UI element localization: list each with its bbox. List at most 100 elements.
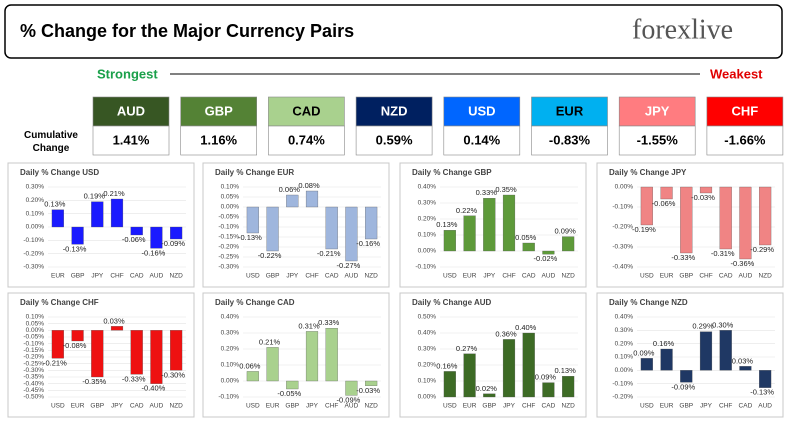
x-tick-label: GBP [482, 403, 496, 410]
x-tick-label: NZD [561, 273, 575, 280]
bar [91, 330, 104, 378]
value-label: 0.16% [653, 339, 675, 348]
value-label: 0.03% [103, 316, 125, 325]
y-tick-label: 0.10% [418, 232, 437, 239]
value-label: -0.33% [671, 253, 695, 262]
x-tick-label: EUR [51, 273, 65, 280]
chart-title: Daily % Change USD [20, 168, 99, 177]
y-tick-label: -0.40% [23, 380, 44, 387]
x-tick-label: JPY [503, 403, 516, 410]
cumulative-change: -0.83% [549, 132, 591, 147]
bar [680, 186, 693, 254]
value-label: 0.06% [239, 361, 261, 370]
currency-name: AUD [117, 103, 145, 118]
value-label: 0.30% [712, 320, 734, 329]
y-tick-label: -0.10% [218, 394, 239, 401]
bar [110, 326, 124, 331]
value-label: -0.35% [82, 377, 106, 386]
y-tick-label: 0.10% [26, 314, 45, 321]
x-tick-label: NZD [364, 273, 378, 280]
y-tick-label: 0.20% [418, 216, 437, 223]
bar [305, 331, 319, 382]
y-tick-label: -0.30% [23, 264, 44, 271]
x-tick-label: JPY [483, 273, 496, 280]
logo: forexlive [632, 14, 733, 45]
x-tick-label: EUR [266, 403, 280, 410]
x-tick-label: AUD [150, 273, 164, 280]
currency-box [355, 96, 433, 127]
x-tick-label: AUD [542, 273, 556, 280]
value-label: 0.09% [555, 227, 577, 236]
y-tick-label: 0.20% [418, 362, 437, 369]
cumulative-change: 0.59% [376, 132, 413, 147]
y-tick-label: 0.00% [615, 184, 634, 191]
bar [443, 371, 456, 398]
bar [719, 186, 732, 250]
bar [325, 206, 338, 250]
chart-title: Daily % Change CAD [215, 298, 295, 307]
value-label: -0.30% [161, 370, 185, 379]
header-box [4, 4, 783, 59]
x-tick-label: CHF [305, 273, 318, 280]
bar [51, 330, 64, 359]
y-tick-label: -0.10% [612, 204, 633, 211]
y-tick-label: 0.40% [418, 184, 437, 191]
bar [660, 348, 673, 371]
value-label: -0.09% [671, 382, 695, 391]
y-tick-label: -0.30% [612, 244, 633, 251]
y-tick-label: -0.35% [23, 374, 44, 381]
x-tick-label: JPY [91, 273, 104, 280]
change-box [355, 125, 433, 156]
cumulative-change: -1.55% [637, 132, 679, 147]
y-tick-label: 0.00% [221, 204, 240, 211]
value-label: 0.02% [476, 384, 498, 393]
y-tick-label: 0.30% [221, 330, 240, 337]
bar [660, 186, 673, 200]
bar [562, 236, 575, 252]
bar [443, 230, 456, 252]
y-tick-label: 0.05% [26, 320, 45, 327]
bar [542, 250, 555, 255]
x-tick-label: NZD [169, 403, 183, 410]
value-label: -0.05% [277, 389, 301, 398]
value-label: 0.29% [692, 322, 714, 331]
bar [699, 331, 713, 371]
x-tick-label: NZD [561, 403, 575, 410]
x-tick-label: CHF [110, 273, 123, 280]
bar [542, 382, 555, 398]
change-box [92, 125, 170, 156]
value-label: 0.08% [298, 181, 320, 190]
y-tick-label: -0.30% [218, 264, 239, 271]
y-tick-label: 0.30% [615, 327, 634, 334]
y-tick-label: -0.15% [218, 234, 239, 241]
x-tick-label: USD [640, 273, 654, 280]
value-label: 0.06% [279, 185, 301, 194]
value-label: 0.09% [535, 373, 557, 382]
y-tick-label: 0.50% [418, 314, 437, 321]
currency-box [268, 96, 345, 127]
bar [522, 242, 535, 252]
value-label: -0.06% [122, 235, 146, 244]
x-tick-label: EUR [71, 403, 85, 410]
bar [345, 206, 358, 262]
value-label: -0.09% [161, 239, 185, 248]
x-tick-label: GBP [679, 273, 693, 280]
change-box [706, 125, 784, 156]
x-tick-label: USD [443, 273, 457, 280]
bar [680, 370, 693, 383]
chart-title: Daily % Change JPY [609, 168, 687, 177]
y-tick-label: -0.40% [612, 264, 633, 271]
value-label: 0.05% [515, 233, 537, 242]
bar [170, 330, 183, 371]
weakest-label: Weakest [710, 66, 763, 81]
y-tick-label: -0.25% [218, 254, 239, 261]
currency-box [443, 96, 521, 127]
chart-title: Daily % Change EUR [215, 168, 294, 177]
chart-title: Daily % Change CHF [20, 298, 99, 307]
change-box [618, 125, 696, 156]
x-tick-label: JPY [286, 273, 299, 280]
value-label: -0.06% [652, 199, 676, 208]
x-tick-label: GBP [266, 273, 280, 280]
bar [130, 330, 143, 375]
